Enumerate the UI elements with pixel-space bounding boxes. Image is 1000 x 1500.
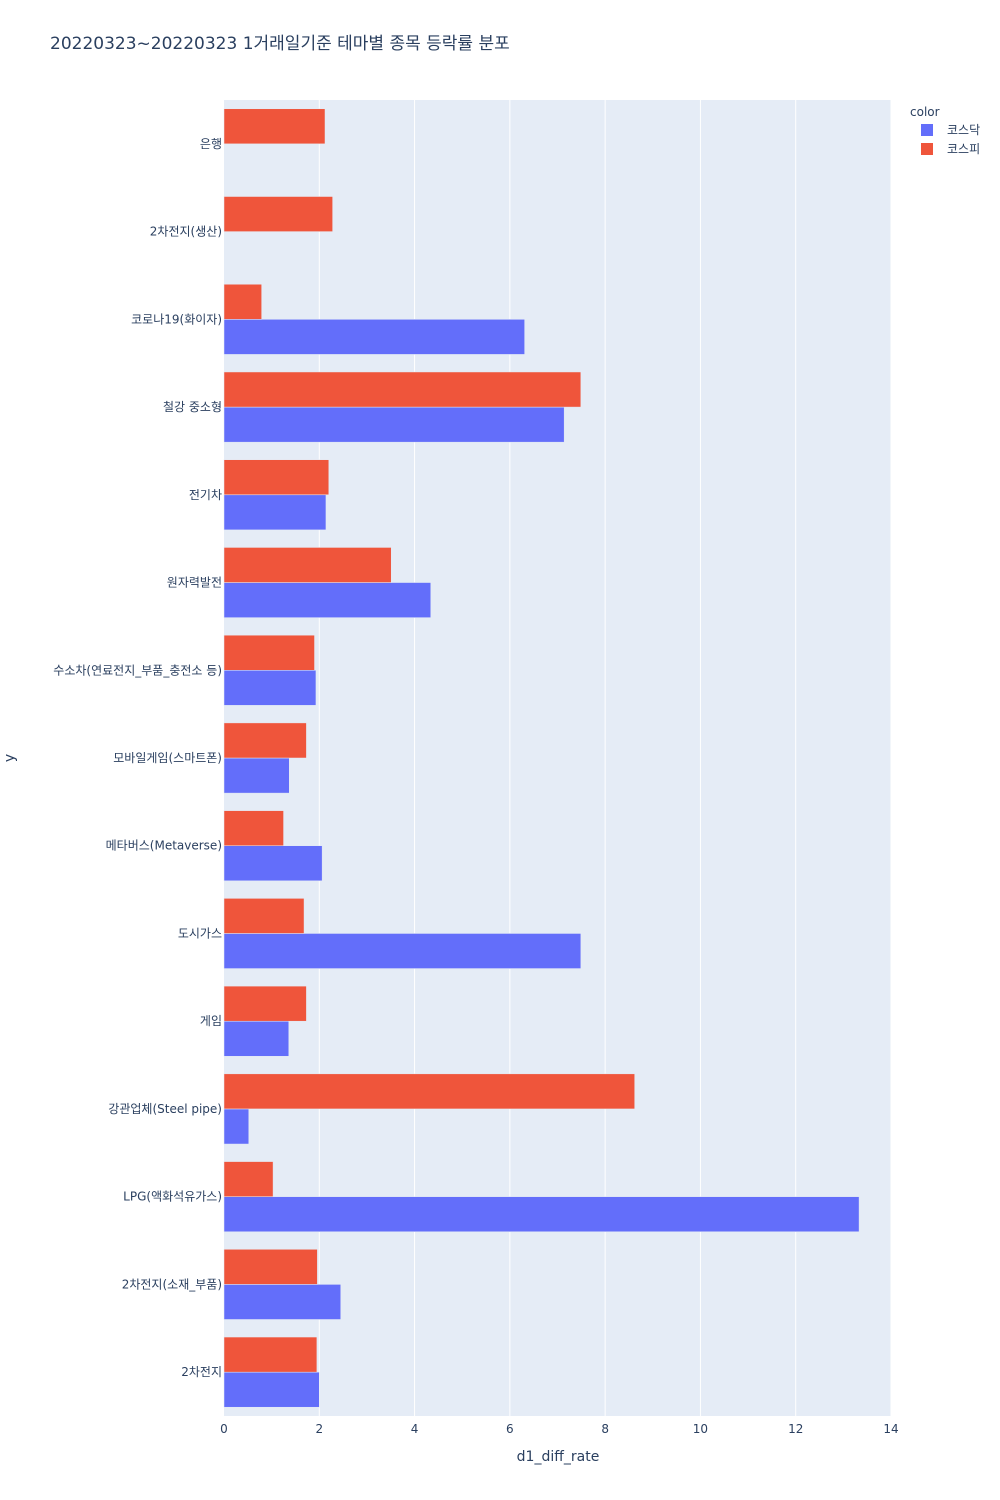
chart-title: 20220323~20220323 1거래일기준 테마별 종목 등락률 분포	[50, 34, 510, 54]
y-tick-label: 강관업체(Steel pipe)	[108, 1102, 222, 1116]
legend-label-kospi: 코스피	[947, 142, 980, 156]
bar-kosdaq[interactable]	[223, 1108, 250, 1145]
y-tick-label: 2차전지(소재_부품)	[122, 1277, 222, 1291]
bar-kosdaq[interactable]	[223, 1196, 860, 1233]
bars	[223, 108, 860, 1408]
bar-kospi[interactable]	[223, 196, 333, 232]
bar-kospi[interactable]	[223, 1336, 318, 1373]
legend-label-kosdaq: 코스닥	[947, 123, 980, 137]
bar-kospi[interactable]	[223, 985, 307, 1022]
x-tick-label: 0	[220, 1422, 228, 1436]
y-tick-label: 도시가스	[178, 926, 222, 940]
legend-item-kospi[interactable]: 코스피	[921, 142, 980, 156]
bar-kosdaq[interactable]	[223, 582, 432, 618]
bar-kospi[interactable]	[223, 1161, 274, 1197]
bar-kospi[interactable]	[223, 634, 315, 671]
legend-item-kosdaq[interactable]: 코스닥	[921, 123, 980, 137]
bar-kospi[interactable]	[223, 898, 305, 934]
y-tick-label: 메타버스(Metaverse)	[106, 839, 222, 853]
bar-kospi[interactable]	[223, 722, 307, 759]
bar-kosdaq[interactable]	[223, 670, 317, 706]
x-tick-label: 12	[788, 1422, 803, 1436]
bar-kospi[interactable]	[223, 547, 392, 583]
bar-kosdaq[interactable]	[223, 1020, 290, 1057]
bar-kospi[interactable]	[223, 810, 284, 846]
bar-kospi[interactable]	[223, 108, 326, 145]
bar-kosdaq[interactable]	[223, 845, 323, 882]
x-axis-ticks: 0 2 4 6 8 10 12 14	[220, 1422, 898, 1436]
y-tick-label: 모바일게임(스마트폰)	[113, 751, 222, 765]
legend-swatch-kosdaq	[921, 124, 933, 136]
bar-kospi[interactable]	[223, 1249, 318, 1285]
y-tick-label: 2차전지(생산)	[150, 225, 222, 239]
legend-swatch-kospi	[921, 143, 933, 155]
x-tick-label: 10	[693, 1422, 708, 1436]
x-tick-label: 8	[601, 1422, 609, 1436]
x-tick-label: 2	[315, 1422, 323, 1436]
x-tick-label: 6	[506, 1422, 514, 1436]
bar-kosdaq[interactable]	[223, 406, 565, 443]
y-axis-ticks: 2차전지 2차전지(소재_부품) LPG(액화석유가스) 강관업체(Steel pip…	[53, 136, 222, 1379]
bar-kosdaq[interactable]	[223, 1284, 341, 1320]
x-tick-label: 4	[411, 1422, 419, 1436]
y-tick-label: 전기차	[189, 488, 222, 502]
y-tick-label: 수소차(연료전지_부품_충전소 등)	[53, 663, 222, 677]
bar-kosdaq[interactable]	[223, 933, 582, 969]
y-tick-label: 원자력발전	[167, 576, 222, 590]
y-tick-label: 게임	[200, 1014, 222, 1028]
y-tick-label: 코로나19(화이자)	[131, 312, 222, 326]
bar-kospi[interactable]	[223, 283, 262, 320]
legend-title: color	[910, 105, 940, 119]
bar-kosdaq[interactable]	[223, 757, 290, 794]
bar-kosdaq[interactable]	[223, 494, 327, 531]
x-tick-label: 14	[883, 1422, 898, 1436]
y-tick-label: 은행	[200, 136, 222, 151]
y-tick-label: LPG(액화석유가스)	[123, 1190, 222, 1204]
bar-kosdaq[interactable]	[223, 319, 525, 355]
y-tick-label: 철강 중소형	[163, 400, 222, 414]
y-tick-label: 2차전지	[181, 1365, 222, 1379]
bar-kospi[interactable]	[223, 1073, 635, 1110]
bar-kospi[interactable]	[223, 459, 330, 496]
legend: color 코스닥 코스피	[910, 105, 980, 156]
bar-kospi[interactable]	[223, 371, 582, 408]
bar-kosdaq[interactable]	[223, 1371, 320, 1408]
x-axis-title: d1_diff_rate	[517, 1449, 600, 1465]
y-axis-title: y	[2, 754, 18, 762]
